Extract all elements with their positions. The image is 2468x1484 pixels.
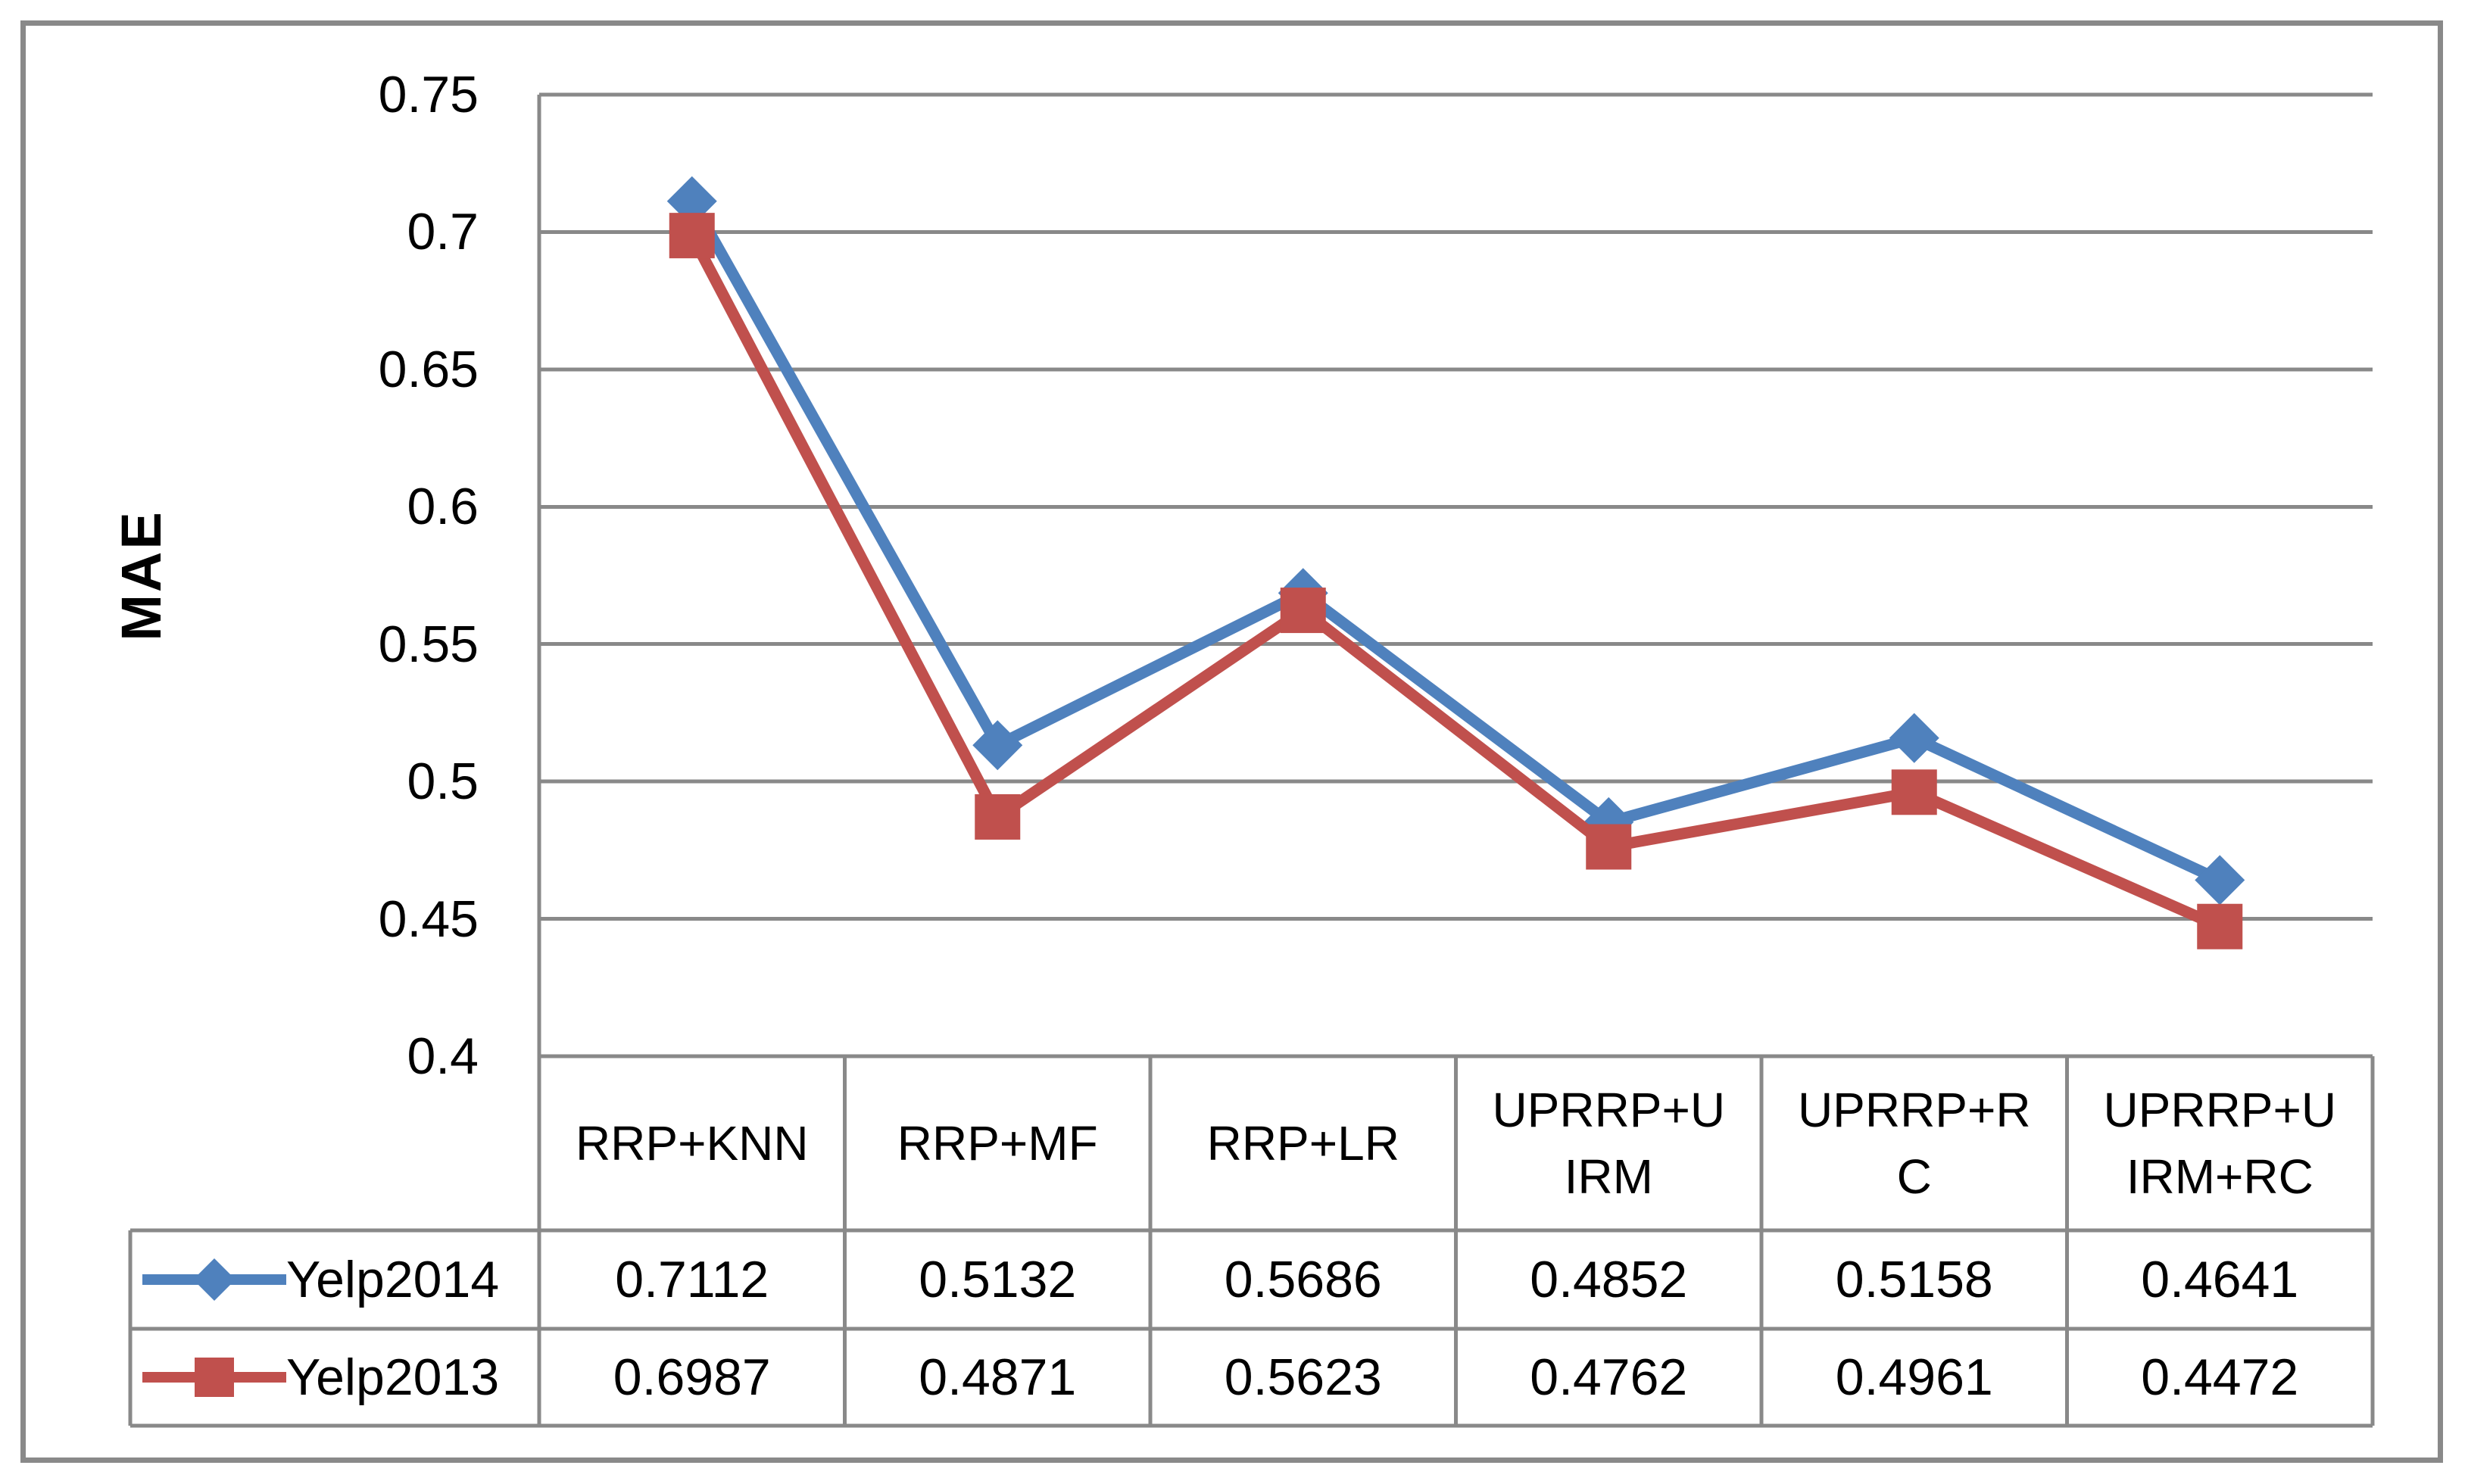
y-axis-tick-label: 0.55 xyxy=(378,615,479,673)
category-header-cell: UPRRP+U IRM+RC xyxy=(2103,1083,2337,1204)
table-value-cell: 0.5686 xyxy=(1224,1251,1382,1308)
data-point-marker-Yelp2013 xyxy=(975,793,1021,840)
data-point-marker-Yelp2014 xyxy=(972,720,1023,771)
category-header-cell: UPRRP+U IRM xyxy=(1492,1083,1726,1204)
series-line-Yelp2014 xyxy=(687,198,2223,886)
table-value-cell: 0.4961 xyxy=(1835,1348,1993,1406)
table-value-cell: 0.4871 xyxy=(919,1348,1077,1406)
y-axis-tick-label: 0.6 xyxy=(407,478,479,536)
legend-label: Yelp2013 xyxy=(286,1348,500,1406)
y-axis-tick-label: 0.5 xyxy=(407,753,479,811)
category-header-cell: UPRRP+R C xyxy=(1797,1083,2031,1204)
chart-outer-border xyxy=(20,20,2443,1463)
table-value-cell: 0.5623 xyxy=(1224,1348,1382,1406)
table-value-cell: 0.7112 xyxy=(615,1251,769,1308)
data-point-marker-Yelp2013 xyxy=(1586,824,1632,870)
y-axis-tick-label: 0.7 xyxy=(407,203,479,261)
table-value-cell: 0.4762 xyxy=(1530,1348,1688,1406)
data-point-marker-Yelp2014 xyxy=(1889,712,1939,763)
data-point-marker-Yelp2013 xyxy=(1891,769,1937,815)
table-value-cell: 0.5158 xyxy=(1835,1251,1993,1308)
data-point-marker-Yelp2013 xyxy=(669,213,715,259)
legend-item-Yelp2013: Yelp2013 xyxy=(130,1329,539,1426)
legend-item-Yelp2014: Yelp2014 xyxy=(130,1230,539,1329)
category-header-cell: RRP+LR xyxy=(1206,1116,1399,1171)
y-axis-tick-label: 0.75 xyxy=(378,66,479,123)
y-axis-tick-label: 0.45 xyxy=(378,890,479,948)
data-point-marker-Yelp2013 xyxy=(1280,588,1326,634)
legend-key-diamond-icon xyxy=(142,1258,286,1301)
data-point-marker-Yelp2013 xyxy=(2197,903,2243,949)
table-value-cell: 0.4472 xyxy=(2141,1348,2299,1406)
legend-key-square-icon xyxy=(142,1358,286,1397)
table-value-cell: 0.5132 xyxy=(919,1251,1077,1308)
data-point-marker-Yelp2014 xyxy=(2195,855,2245,906)
category-header-cell: RRP+MF xyxy=(897,1116,1098,1171)
category-header-cell: RRP+KNN xyxy=(575,1116,809,1171)
series-line-Yelp2013 xyxy=(687,232,2223,932)
y-axis-tick-label: 0.4 xyxy=(407,1027,479,1085)
table-value-cell: 0.4852 xyxy=(1530,1251,1688,1308)
y-axis-tick-label: 0.65 xyxy=(378,340,479,398)
legend-label: Yelp2014 xyxy=(286,1251,500,1308)
table-value-cell: 0.4641 xyxy=(2141,1251,2299,1308)
table-value-cell: 0.6987 xyxy=(613,1348,771,1406)
